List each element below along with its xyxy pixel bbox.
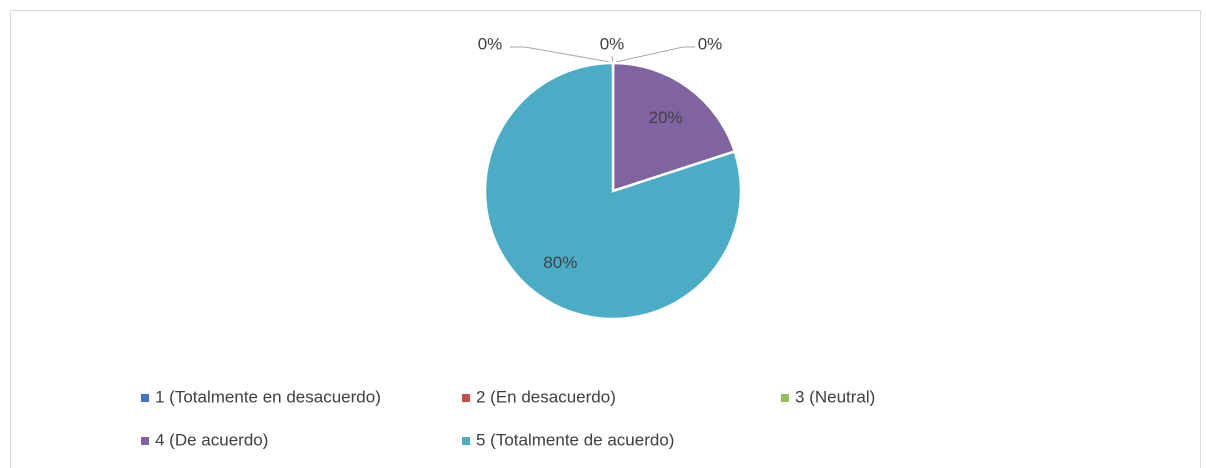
data-label: 20% <box>649 108 683 127</box>
legend-marker <box>462 394 470 402</box>
leader-line <box>611 55 614 63</box>
data-label: 0% <box>698 34 723 53</box>
data-label: 0% <box>600 34 625 53</box>
data-label: 0% <box>478 34 503 53</box>
legend-marker <box>781 394 789 402</box>
legend-marker <box>141 394 149 402</box>
data-label: 80% <box>543 253 577 272</box>
legend-label: 2 (En desacuerdo) <box>476 387 616 406</box>
legend-marker <box>462 437 470 445</box>
legend-label: 3 (Neutral) <box>795 387 875 406</box>
leader-line <box>615 46 695 63</box>
chart-border <box>10 10 1201 468</box>
pie-slice <box>611 61 737 193</box>
legend-label: 1 (Totalmente en desacuerdo) <box>155 387 381 406</box>
leader-line <box>510 46 611 63</box>
legend-label: 4 (De acuerdo) <box>155 430 268 449</box>
legend-marker <box>141 437 149 445</box>
legend-label: 5 (Totalmente de acuerdo) <box>476 430 674 449</box>
pie-slice <box>483 61 743 321</box>
